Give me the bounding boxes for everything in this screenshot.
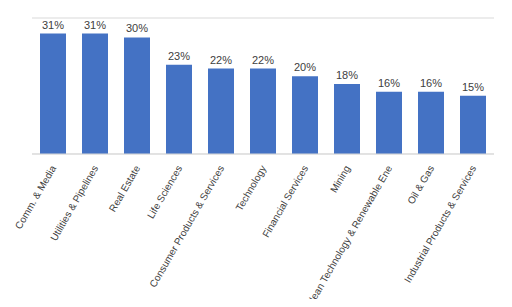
svg-text:16%: 16%: [420, 77, 442, 89]
svg-text:Financial Services: Financial Services: [260, 164, 310, 240]
svg-text:31%: 31%: [84, 19, 106, 31]
svg-text:15%: 15%: [462, 81, 484, 93]
svg-text:Consumer Products & Services: Consumer Products & Services: [147, 164, 226, 290]
svg-text:Mining: Mining: [328, 164, 352, 195]
svg-text:Life Sciences: Life Sciences: [145, 164, 184, 221]
svg-text:Oil & Gas: Oil & Gas: [405, 164, 436, 207]
svg-text:Comm. & Media: Comm. & Media: [13, 163, 59, 231]
svg-text:18%: 18%: [336, 69, 358, 81]
svg-text:Utilities & Pipelines: Utilities & Pipelines: [48, 164, 100, 243]
svg-text:Clean Technology & Renewable E: Clean Technology & Renewable Ene: [304, 163, 395, 299]
svg-text:30%: 30%: [126, 22, 148, 34]
svg-text:Industrial Products & Services: Industrial Products & Services: [402, 164, 478, 285]
svg-text:Technology: Technology: [233, 164, 268, 213]
svg-text:16%: 16%: [378, 77, 400, 89]
svg-text:31%: 31%: [42, 19, 64, 31]
svg-text:Real Estate: Real Estate: [107, 163, 143, 214]
svg-text:20%: 20%: [294, 61, 316, 73]
svg-text:23%: 23%: [168, 50, 190, 62]
svg-text:22%: 22%: [252, 54, 274, 66]
svg-text:22%: 22%: [210, 54, 232, 66]
